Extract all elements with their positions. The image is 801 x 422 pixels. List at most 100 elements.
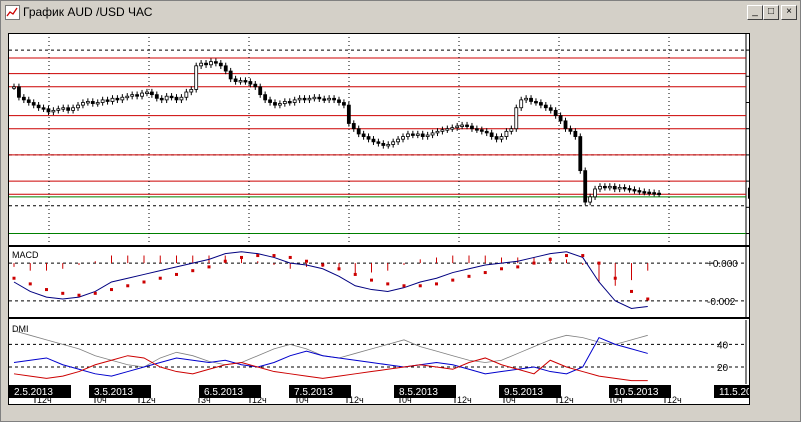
candle[interactable]: [110, 97, 115, 102]
candle[interactable]: [223, 65, 228, 72]
candle[interactable]: [268, 99, 272, 103]
candle[interactable]: [154, 94, 159, 99]
candle[interactable]: [351, 123, 356, 130]
candle[interactable]: [179, 96, 184, 101]
title-bar[interactable]: График AUD /USD ЧАС _ □ ×: [2, 2, 799, 22]
candle[interactable]: [120, 96, 125, 101]
candle[interactable]: [327, 97, 332, 101]
candle[interactable]: [435, 130, 440, 134]
candle[interactable]: [445, 128, 450, 131]
candle[interactable]: [509, 128, 514, 132]
candle[interactable]: [135, 94, 140, 97]
candle[interactable]: [568, 128, 573, 132]
candle[interactable]: [337, 99, 341, 103]
candle[interactable]: [61, 107, 66, 110]
candle[interactable]: [529, 97, 533, 102]
candle[interactable]: [248, 81, 253, 85]
candle[interactable]: [652, 192, 657, 195]
candle[interactable]: [465, 124, 469, 127]
candle[interactable]: [484, 130, 489, 134]
candle[interactable]: [159, 97, 164, 101]
candle[interactable]: [573, 130, 578, 137]
candle[interactable]: [504, 130, 509, 137]
candle[interactable]: [238, 80, 243, 83]
candle[interactable]: [376, 141, 381, 144]
candle[interactable]: [420, 133, 425, 137]
candle[interactable]: [307, 97, 312, 101]
candle[interactable]: [474, 128, 479, 131]
candle[interactable]: [455, 125, 460, 129]
candle[interactable]: [396, 138, 400, 143]
candle[interactable]: [593, 188, 597, 198]
candle[interactable]: [583, 170, 588, 203]
candle[interactable]: [85, 101, 90, 104]
candle[interactable]: [36, 104, 41, 109]
candle[interactable]: [115, 97, 120, 101]
candle[interactable]: [164, 95, 169, 101]
candle[interactable]: [553, 109, 558, 117]
candle[interactable]: [31, 102, 36, 106]
candle[interactable]: [71, 107, 75, 111]
candle[interactable]: [209, 61, 213, 66]
chart-area[interactable]: 1.03501.03001.02501.02001.01501.01001.00…: [8, 33, 786, 405]
candle[interactable]: [494, 136, 499, 140]
candle[interactable]: [612, 185, 617, 190]
candle[interactable]: [588, 196, 593, 203]
candle[interactable]: [76, 104, 80, 109]
candle[interactable]: [95, 102, 100, 105]
candle[interactable]: [401, 136, 405, 140]
candle[interactable]: [450, 127, 455, 130]
candle[interactable]: [322, 98, 327, 101]
candle[interactable]: [386, 144, 391, 147]
minimize-button[interactable]: _: [747, 5, 763, 20]
candle[interactable]: [317, 96, 322, 100]
candle[interactable]: [479, 129, 484, 132]
candle[interactable]: [406, 133, 410, 137]
candle[interactable]: [12, 86, 16, 89]
candle[interactable]: [263, 94, 268, 101]
minus-di-line[interactable]: [13, 336, 648, 377]
candle[interactable]: [282, 101, 287, 104]
candle[interactable]: [169, 95, 174, 99]
maximize-button[interactable]: □: [763, 5, 779, 20]
candle[interactable]: [538, 102, 543, 106]
candle[interactable]: [657, 192, 661, 196]
close-button[interactable]: ×: [781, 5, 797, 20]
candle[interactable]: [578, 136, 583, 172]
candle[interactable]: [346, 104, 351, 124]
chart-canvas[interactable]: 1.03501.03001.02501.02001.01501.01001.00…: [9, 34, 786, 405]
candle[interactable]: [563, 120, 568, 130]
candle[interactable]: [543, 104, 548, 109]
candle[interactable]: [194, 65, 199, 90]
candle[interactable]: [558, 115, 563, 122]
candle[interactable]: [302, 97, 307, 101]
candle[interactable]: [66, 107, 71, 111]
candle[interactable]: [381, 142, 386, 146]
candle[interactable]: [253, 83, 258, 88]
candle[interactable]: [371, 138, 376, 143]
plus-di-line[interactable]: [13, 355, 648, 382]
candle[interactable]: [218, 62, 223, 67]
candle[interactable]: [524, 97, 529, 101]
candle[interactable]: [410, 133, 415, 136]
candle[interactable]: [603, 185, 607, 189]
candle[interactable]: [470, 125, 474, 130]
candle[interactable]: [204, 62, 208, 66]
candle[interactable]: [287, 101, 292, 104]
candle[interactable]: [514, 107, 519, 130]
candle[interactable]: [430, 132, 435, 136]
candle[interactable]: [297, 97, 302, 101]
candle[interactable]: [607, 185, 612, 189]
candle[interactable]: [415, 133, 420, 136]
candle[interactable]: [312, 96, 317, 100]
candle[interactable]: [81, 102, 85, 106]
candle[interactable]: [366, 136, 371, 140]
candle[interactable]: [647, 191, 652, 195]
candle[interactable]: [130, 94, 135, 97]
candle[interactable]: [51, 109, 56, 113]
candle[interactable]: [460, 124, 465, 127]
candle[interactable]: [440, 129, 445, 132]
candle[interactable]: [213, 61, 218, 64]
candle[interactable]: [174, 96, 179, 101]
candle[interactable]: [391, 141, 396, 145]
